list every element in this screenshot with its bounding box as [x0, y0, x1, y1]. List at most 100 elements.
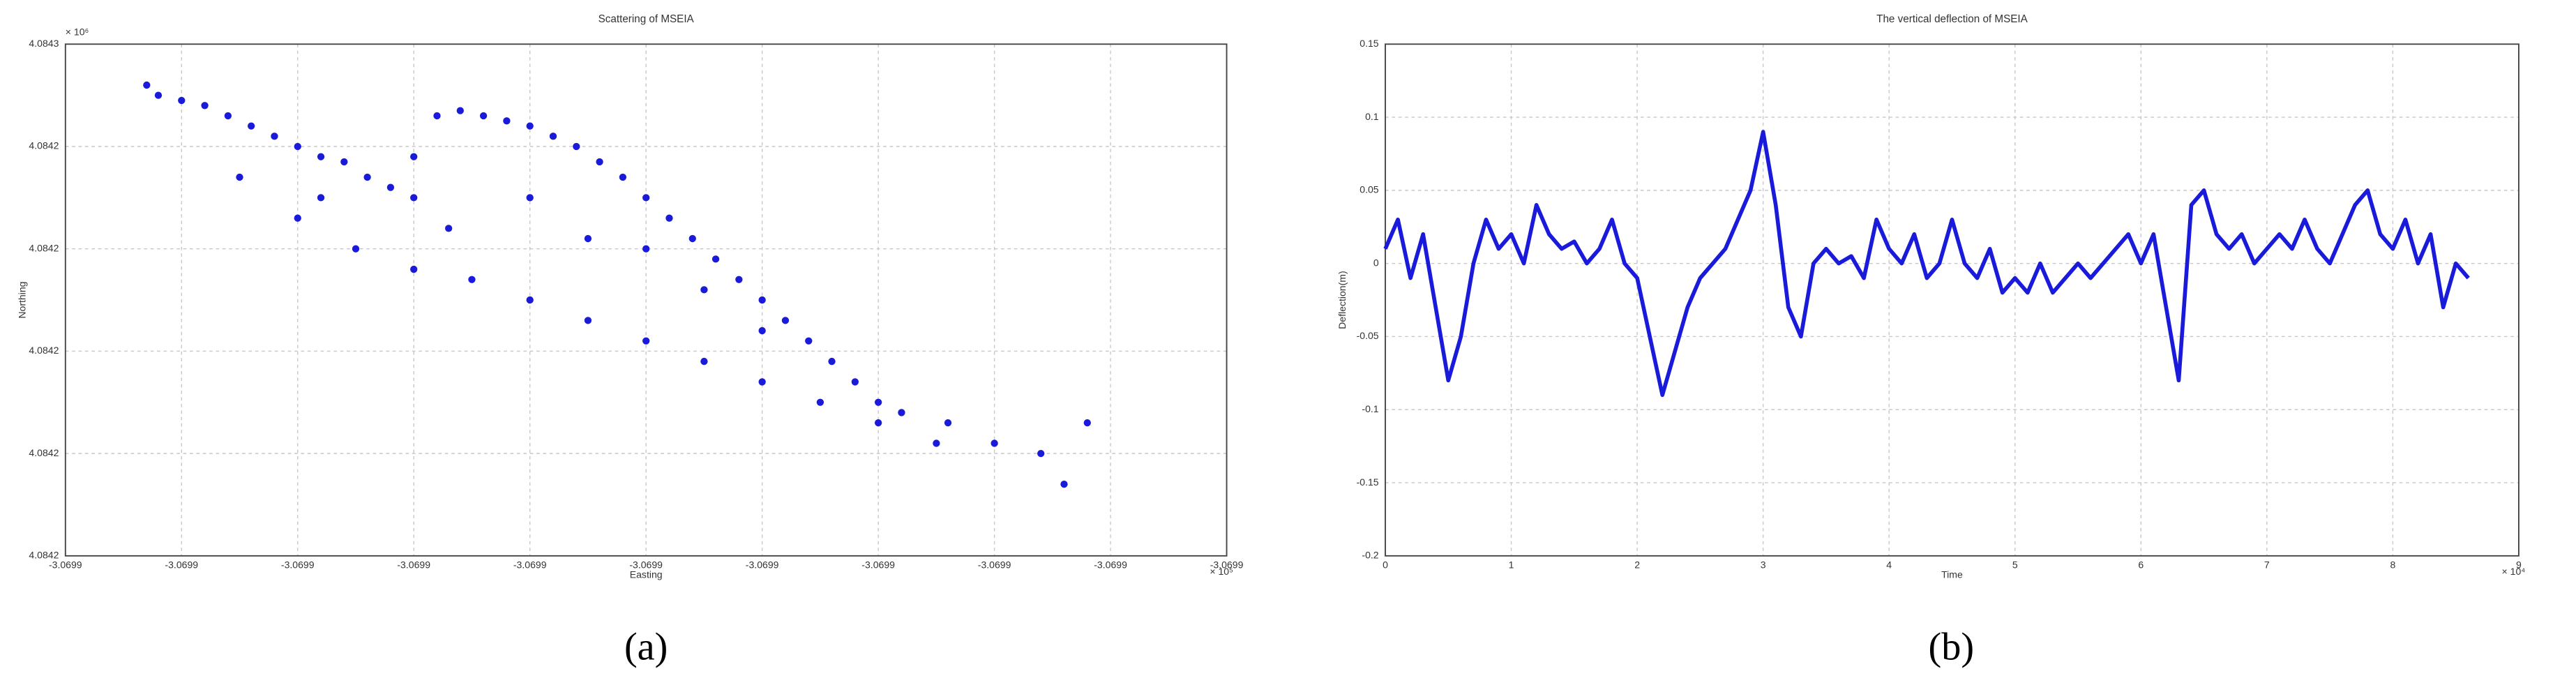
x-tick-label: 9: [2516, 559, 2522, 571]
y-tick-label: -0.2: [1362, 550, 1378, 561]
scatter-point: [294, 214, 301, 222]
y-tick-label: 4.0842: [29, 550, 59, 561]
scatter-point: [944, 419, 952, 427]
y-tick-label: 4.0842: [29, 447, 59, 458]
scatter-point: [468, 276, 476, 283]
chart-title: The vertical deflection of MSEIA: [1876, 13, 2028, 25]
x-tick-label: -3.0699: [746, 559, 779, 571]
scatter-point: [201, 102, 209, 110]
scatter-point: [154, 91, 163, 99]
y-tick-label: 0: [1373, 257, 1379, 268]
y-tick-label: 4.0843: [29, 38, 59, 49]
scatter-point: [874, 419, 882, 427]
y-tick-label: 4.0842: [29, 345, 59, 356]
scatter-point: [340, 158, 348, 166]
panel-label: (b): [1928, 626, 1974, 669]
x-axis-label: Time: [1941, 569, 1963, 580]
y-axis-label: Deflection(m): [1336, 271, 1348, 329]
scatter-point: [271, 133, 278, 140]
x-tick-label: 6: [2138, 559, 2144, 571]
x-tick-label: -3.0699: [1210, 559, 1244, 571]
scatter-point: [1060, 480, 1068, 488]
scatter-point: [410, 265, 418, 273]
y-multiplier: × 10⁶: [66, 27, 89, 38]
scatter-point: [711, 255, 720, 263]
plot-frame: [64, 43, 1228, 557]
scatter-point: [688, 234, 696, 243]
scatter-point: [874, 398, 882, 406]
y-tick-label: -0.15: [1357, 476, 1379, 488]
scatter-point: [758, 378, 766, 386]
x-tick-label: -3.0699: [397, 559, 430, 571]
scatter-point: [758, 326, 766, 335]
scatter-point: [526, 296, 534, 304]
x-tick-label: 3: [1761, 559, 1766, 571]
scatter-point: [503, 117, 511, 125]
y-tick-label: 0.05: [1359, 184, 1379, 195]
x-tick-label: 5: [2012, 559, 2018, 571]
plot-frame: [1385, 43, 2519, 557]
scatter-point: [758, 296, 766, 304]
scatter-point: [433, 112, 441, 120]
scatter-point: [584, 234, 592, 243]
scatter-point: [828, 357, 836, 366]
x-tick-label: 4: [1886, 559, 1892, 571]
scatter-point: [445, 225, 453, 232]
scatter-point: [386, 183, 395, 191]
scatter-point: [410, 194, 418, 202]
chart-title: Scattering of MSEIA: [598, 13, 695, 25]
x-tick-label: 7: [2264, 559, 2270, 571]
y-tick-label: 4.0842: [29, 242, 59, 253]
scatter-point: [236, 173, 243, 181]
scatter-point: [933, 439, 940, 447]
x-tick-label: 8: [2390, 559, 2395, 571]
scatter-point: [352, 245, 360, 253]
scatter-point: [479, 112, 488, 120]
scatter-point: [549, 133, 557, 140]
panel-label: (a): [624, 626, 668, 669]
scatter-point: [642, 245, 650, 253]
scatter-point: [1037, 449, 1045, 458]
scatter-point: [317, 194, 325, 202]
scatter-point: [317, 153, 325, 160]
scatter-point: [294, 142, 301, 151]
y-tick-label: -0.05: [1357, 330, 1379, 341]
scatter-point: [596, 158, 603, 166]
x-tick-label: -3.0699: [861, 559, 895, 571]
scatter-point: [224, 112, 232, 120]
y-tick-label: 4.0842: [29, 140, 59, 151]
scatter-point: [573, 142, 580, 151]
x-multiplier: × 10⁵: [1210, 566, 1233, 577]
scatter-point: [805, 337, 813, 345]
x-tick-label: -3.0699: [1094, 559, 1127, 571]
scatter-point: [642, 194, 650, 202]
x-tick-label: 1: [1509, 559, 1514, 571]
y-tick-label: -0.1: [1362, 403, 1378, 414]
x-multiplier: × 10⁴: [2502, 566, 2526, 577]
scatter-point: [584, 317, 592, 324]
scatter-point: [1083, 419, 1091, 427]
scatter-point: [991, 439, 998, 447]
scatter-point: [816, 398, 824, 406]
scatter-point: [642, 337, 650, 345]
scatter-point: [735, 276, 743, 283]
scatter-point: [619, 173, 627, 181]
x-tick-label: 0: [1383, 559, 1388, 571]
x-tick-label: -3.0699: [281, 559, 315, 571]
scatter-point: [898, 409, 905, 416]
x-tick-label: 2: [1634, 559, 1640, 571]
scatter-point: [781, 317, 790, 324]
scatter-point: [851, 378, 859, 386]
scatter-point: [526, 122, 534, 130]
y-tick-label: 0.1: [1365, 111, 1379, 122]
x-tick-label: -3.0699: [629, 559, 663, 571]
scatter-point: [143, 81, 151, 89]
scatter-point: [178, 96, 186, 105]
x-tick-label: -3.0699: [978, 559, 1011, 571]
y-tick-label: 0.15: [1359, 38, 1379, 49]
x-tick-label: -3.0699: [49, 559, 82, 571]
x-axis-label: Easting: [630, 569, 663, 580]
data-line: [1383, 130, 2470, 398]
